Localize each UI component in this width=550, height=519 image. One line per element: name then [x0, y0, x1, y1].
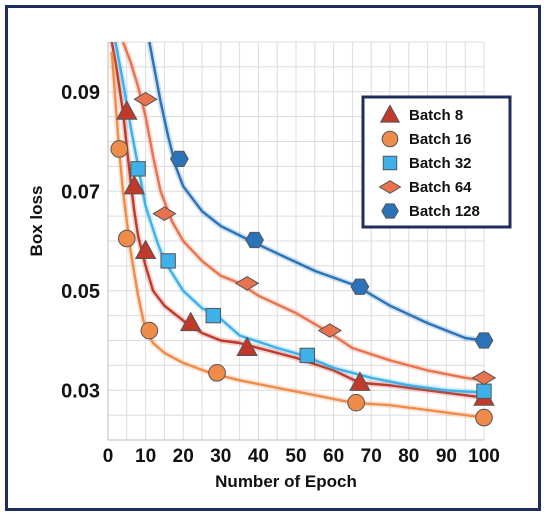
data-point: [160, 253, 176, 269]
series-line: [121, 42, 484, 382]
data-point: [471, 370, 497, 386]
x-tick-label: 40: [248, 446, 269, 467]
legend-entry: Batch 16: [409, 131, 472, 148]
x-tick-label: 10: [135, 446, 156, 467]
data-point: [236, 336, 258, 357]
series-2-markers: [130, 161, 492, 399]
x-tick-label: 70: [361, 446, 382, 467]
data-point: [179, 311, 202, 332]
x-axis-label: Number of Epoch: [215, 472, 357, 491]
legend-entry: Batch 128: [409, 203, 480, 220]
series-line: [110, 51, 484, 419]
data-point: [110, 140, 129, 158]
x-tick-label: 30: [210, 446, 231, 467]
data-point: [133, 91, 158, 107]
y-tick-label: 0.03: [61, 380, 100, 402]
data-point: [476, 383, 492, 399]
legend-marker: [382, 155, 398, 171]
data-point: [116, 100, 138, 120]
data-point: [317, 323, 343, 338]
x-tick-label: 60: [323, 446, 344, 467]
data-point: [152, 206, 177, 221]
x-tick-label: 20: [173, 446, 194, 467]
data-point: [170, 150, 189, 167]
y-tick-label: 0.05: [61, 281, 100, 303]
series-3-markers: [133, 91, 497, 386]
legend-entry: Batch 64: [409, 179, 472, 196]
series-3-line-group: [120, 42, 484, 384]
y-axis-label: Box loss: [27, 186, 46, 257]
x-tick-label: 80: [398, 446, 419, 467]
legend-entry: Batch 32: [409, 155, 472, 172]
data-point: [299, 347, 315, 364]
data-point: [117, 229, 136, 248]
series-0-markers: [116, 100, 495, 406]
legend-marker: [378, 180, 402, 194]
series-4-line-group: [146, 42, 484, 344]
data-point: [245, 231, 264, 249]
data-point: [349, 371, 371, 391]
x-tick-label: 50: [285, 446, 306, 467]
data-point: [130, 161, 146, 177]
series-1-markers: [110, 140, 493, 427]
data-point: [234, 275, 260, 291]
data-point: [134, 239, 157, 260]
series-4-markers: [170, 150, 494, 349]
legend-marker: [379, 104, 401, 123]
x-tick-label: 0: [103, 446, 114, 467]
data-point: [140, 321, 159, 340]
y-tick-label: 0.07: [61, 181, 100, 203]
legend: Batch 8 Batch 16 Batch 32 Batch 64 Batch 128: [361, 95, 512, 229]
legend-entry: Batch 8: [409, 107, 463, 124]
series-1-line-group: [108, 51, 484, 421]
data-point: [475, 408, 493, 427]
data-point: [205, 307, 221, 324]
data-point: [350, 278, 370, 295]
legend-marker: [381, 130, 399, 148]
x-tick-label: 90: [436, 446, 457, 467]
data-point: [123, 174, 146, 195]
data-point: [474, 332, 494, 349]
y-tick-label: 0.09: [61, 82, 100, 104]
data-point: [347, 393, 365, 412]
legend-marker: [381, 203, 399, 219]
data-point: [208, 364, 226, 382]
series-line: [148, 42, 484, 342]
x-tick-label: 100: [468, 446, 500, 467]
